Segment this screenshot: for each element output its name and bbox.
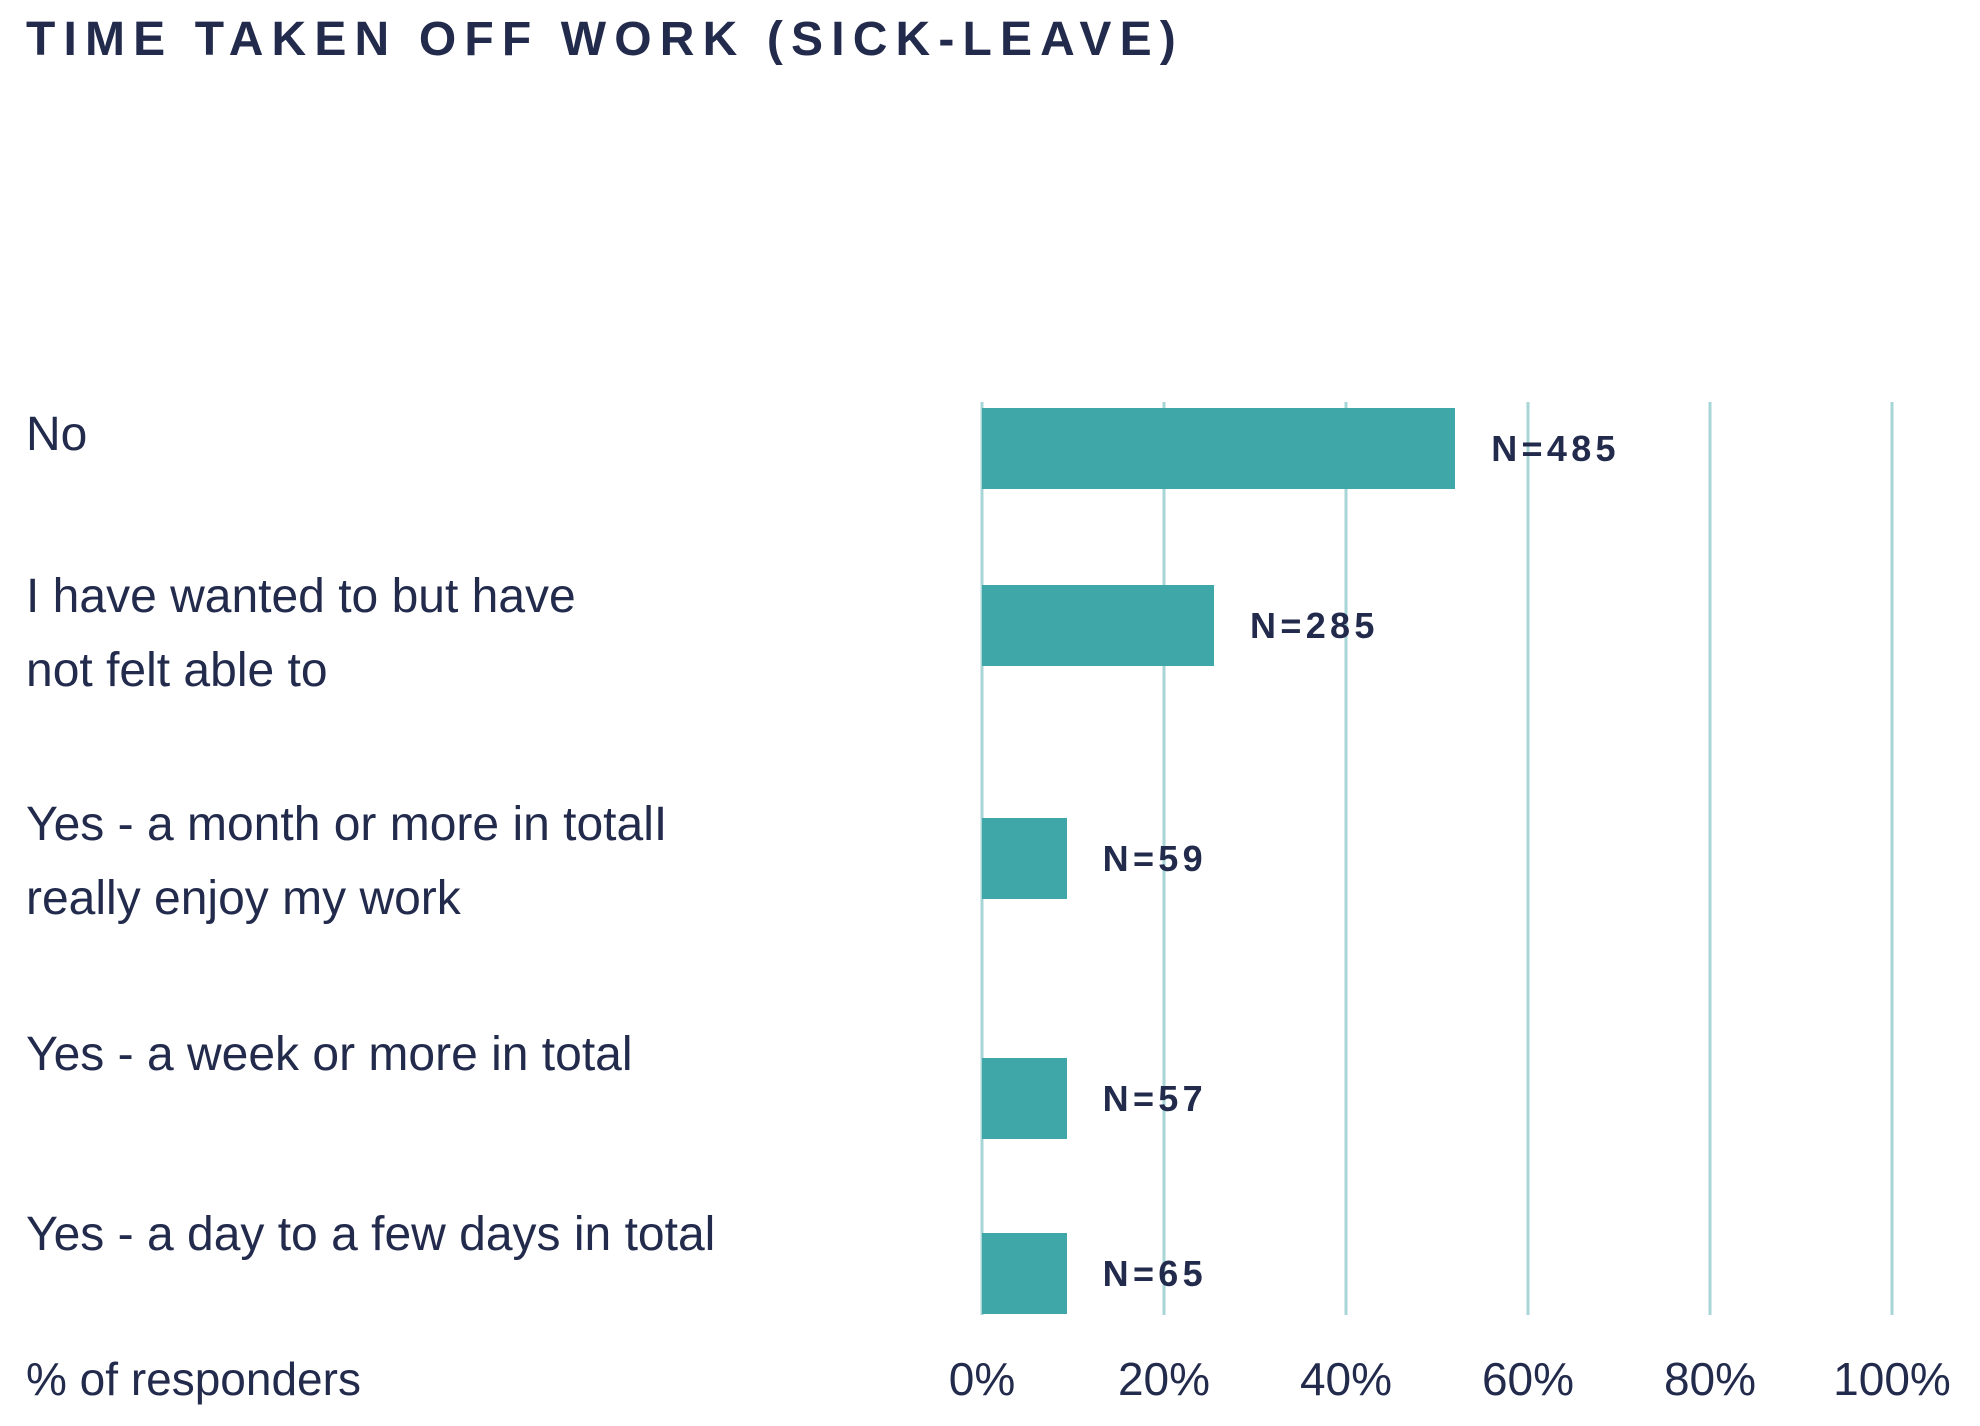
x-tick-label: 100% xyxy=(1833,1353,1951,1405)
category-label: Yes - a day to a few days in total xyxy=(26,1198,966,1272)
plot-area: N=485 N=285 N=59 N=57 N=65 xyxy=(980,402,1894,1315)
bar-value-label: N=57 xyxy=(1102,1077,1207,1119)
bar xyxy=(982,1233,1067,1314)
category-label-line: Yes - a week or more in total xyxy=(26,1028,633,1081)
bar-row: N=285 xyxy=(982,585,1892,666)
bar xyxy=(982,585,1215,666)
chart-title: TIME TAKEN OFF WORK (SICK-LEAVE) xyxy=(26,13,1184,66)
category-label: Yes - a week or more in total xyxy=(26,1018,966,1092)
bar-row: N=485 xyxy=(982,408,1892,489)
x-axis-title: % of responders xyxy=(26,1353,361,1405)
x-tick-label: 80% xyxy=(1663,1353,1757,1405)
category-label: Yes - a month or more in totalI really e… xyxy=(26,788,966,936)
bar-row: N=59 xyxy=(982,818,1892,899)
bar-value-label: N=485 xyxy=(1491,427,1620,469)
gridline-60pct xyxy=(1526,402,1530,1315)
bar-value-label: N=285 xyxy=(1250,604,1379,646)
category-label: No xyxy=(26,398,966,472)
bar xyxy=(982,818,1067,899)
x-tick-label: 20% xyxy=(1117,1353,1211,1405)
bar-value-label: N=65 xyxy=(1102,1252,1207,1294)
bar xyxy=(982,1058,1067,1139)
bar-value-label: N=59 xyxy=(1102,837,1207,879)
gridline-40pct xyxy=(1344,402,1348,1315)
gridline-20pct xyxy=(1162,402,1166,1315)
bar-row: N=65 xyxy=(982,1233,1892,1314)
x-tick-label: 0% xyxy=(948,1353,1016,1405)
category-label-line: Yes - a month or more in totalI xyxy=(26,798,668,851)
bar xyxy=(982,408,1456,489)
bar-row: N=57 xyxy=(982,1058,1892,1139)
gridline-100pct xyxy=(1890,402,1894,1315)
category-label: I have wanted to but have not felt able … xyxy=(26,560,966,708)
x-tick-label: 60% xyxy=(1481,1353,1575,1405)
category-label-line: I have wanted to but have xyxy=(26,570,576,623)
category-label-line: Yes - a day to a few days in total xyxy=(26,1208,716,1261)
category-label-line: really enjoy my work xyxy=(26,872,461,925)
category-label-line: No xyxy=(26,408,88,461)
category-label-line: not felt able to xyxy=(26,644,328,697)
x-tick-label: 40% xyxy=(1299,1353,1393,1405)
gridline-80pct xyxy=(1708,402,1712,1315)
